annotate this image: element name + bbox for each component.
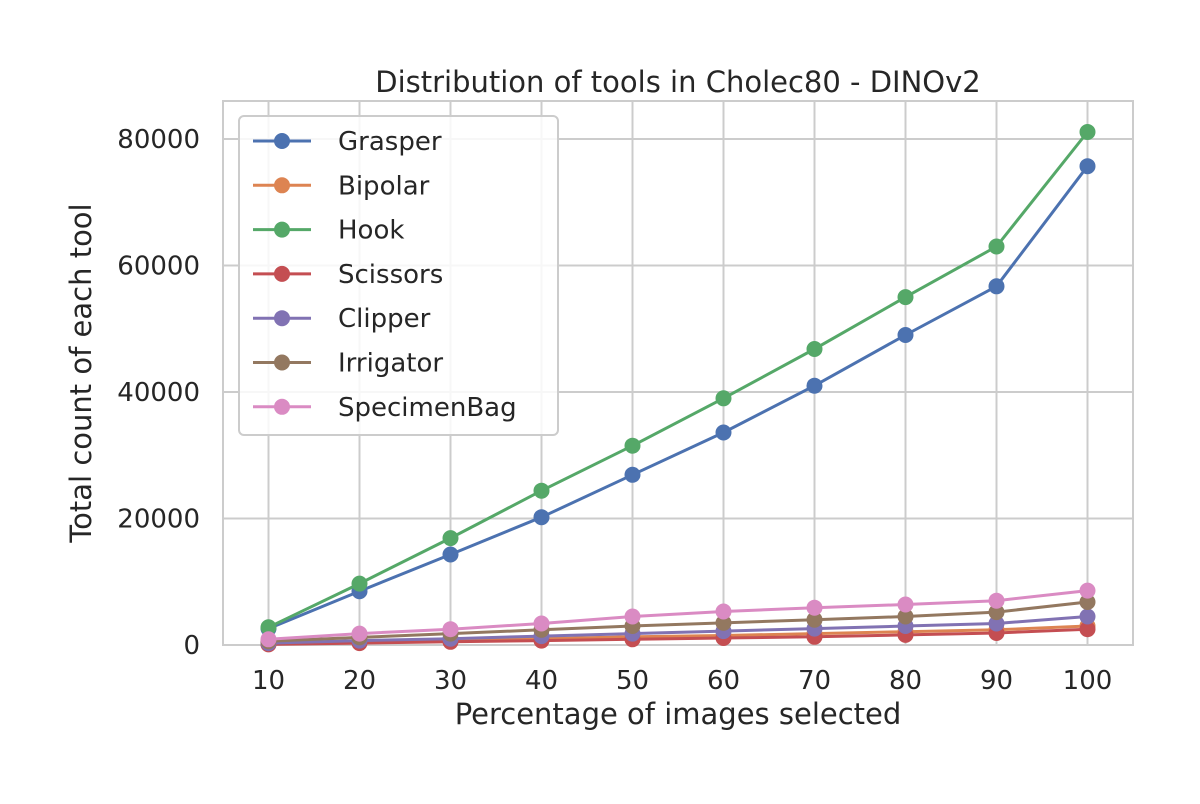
legend-marker-specimenbag: [274, 398, 290, 415]
legend-label-irrigator: Irrigator: [338, 349, 443, 379]
data-point-grasper: [988, 278, 1005, 295]
y-tick-label: 60000: [117, 251, 200, 281]
legend-marker-irrigator: [274, 354, 290, 371]
y-tick-label: 40000: [117, 378, 200, 408]
x-tick-label: 80: [889, 666, 922, 696]
data-point-hook: [624, 437, 641, 454]
data-point-grasper: [442, 546, 459, 563]
legend-label-hook: Hook: [338, 216, 404, 246]
legend-label-specimenbag: SpecimenBag: [338, 393, 517, 423]
legend-label-clipper: Clipper: [338, 304, 431, 334]
legend-marker-hook: [274, 221, 290, 238]
data-point-hook: [1079, 124, 1096, 140]
legend-marker-bipolar: [274, 177, 290, 194]
legend-box: [238, 115, 559, 436]
x-tick-label: 50: [616, 666, 649, 696]
legend: Grasper Bipolar Hook Scissors Clipper Irrigat…: [238, 115, 559, 436]
data-point-hook: [897, 289, 914, 306]
x-tick-label: 100: [1063, 666, 1113, 696]
x-axis-label: Percentage of images selected: [455, 697, 902, 731]
data-point-hook: [988, 238, 1005, 255]
data-point-grasper: [533, 509, 550, 526]
series-layer: [260, 124, 1096, 653]
legend-label-scissors: Scissors: [338, 260, 443, 290]
legend-marker-clipper: [274, 310, 290, 327]
data-point-specimenbag: [260, 631, 277, 648]
data-point-hook: [351, 575, 368, 592]
data-point-grasper: [715, 424, 732, 441]
data-point-specimenbag: [988, 592, 1005, 609]
data-point-specimenbag: [533, 615, 550, 632]
x-tick-label: 90: [980, 666, 1013, 696]
data-point-hook: [533, 482, 550, 499]
y-axis-label: Total count of each tool: [64, 203, 98, 543]
data-point-grasper: [806, 377, 823, 394]
data-point-specimenbag: [897, 596, 914, 613]
data-point-specimenbag: [715, 603, 732, 620]
data-point-specimenbag: [806, 599, 823, 616]
legend-marker-scissors: [274, 265, 290, 282]
data-point-grasper: [624, 466, 641, 483]
chart-title: Distribution of tools in Cholec80 - DINO…: [375, 65, 981, 99]
x-tick-label: 10: [252, 666, 285, 696]
y-tick-label: 80000: [117, 125, 200, 155]
series-line-specimenbag: [267, 589, 1089, 641]
y-axis-ticks: 0 20000 40000 60000 80000: [117, 125, 200, 661]
x-tick-label: 30: [434, 666, 467, 696]
series-line-hook: [267, 130, 1089, 629]
x-tick-label: 20: [343, 666, 376, 696]
data-point-grasper: [1079, 158, 1096, 175]
data-point-grasper: [897, 327, 914, 343]
plot-frame: [222, 100, 1134, 646]
data-point-hook: [806, 341, 823, 357]
x-tick-label: 70: [798, 666, 831, 696]
data-point-hook: [715, 390, 732, 407]
y-tick-label: 0: [183, 631, 200, 661]
data-point-hook: [442, 530, 459, 547]
data-point-specimenbag: [624, 608, 641, 625]
y-tick-label: 20000: [117, 504, 200, 534]
series-line-scissors: [267, 627, 1089, 646]
series-line-clipper: [267, 615, 1089, 645]
data-point-clipper: [1079, 608, 1096, 625]
series-line-irrigator: [267, 600, 1089, 643]
data-point-specimenbag: [351, 625, 368, 642]
x-axis-ticks: 10 20 30 40 50 60 70 80 90 100: [252, 666, 1112, 696]
series-line-grasper: [267, 164, 1089, 631]
legend-marker-grasper: [274, 133, 290, 149]
data-point-specimenbag: [1079, 582, 1096, 599]
x-tick-label: 60: [707, 666, 740, 696]
data-point-specimenbag: [442, 621, 459, 638]
x-tick-label: 40: [525, 666, 558, 696]
legend-label-grasper: Grasper: [338, 127, 442, 157]
legend-label-bipolar: Bipolar: [338, 171, 430, 201]
